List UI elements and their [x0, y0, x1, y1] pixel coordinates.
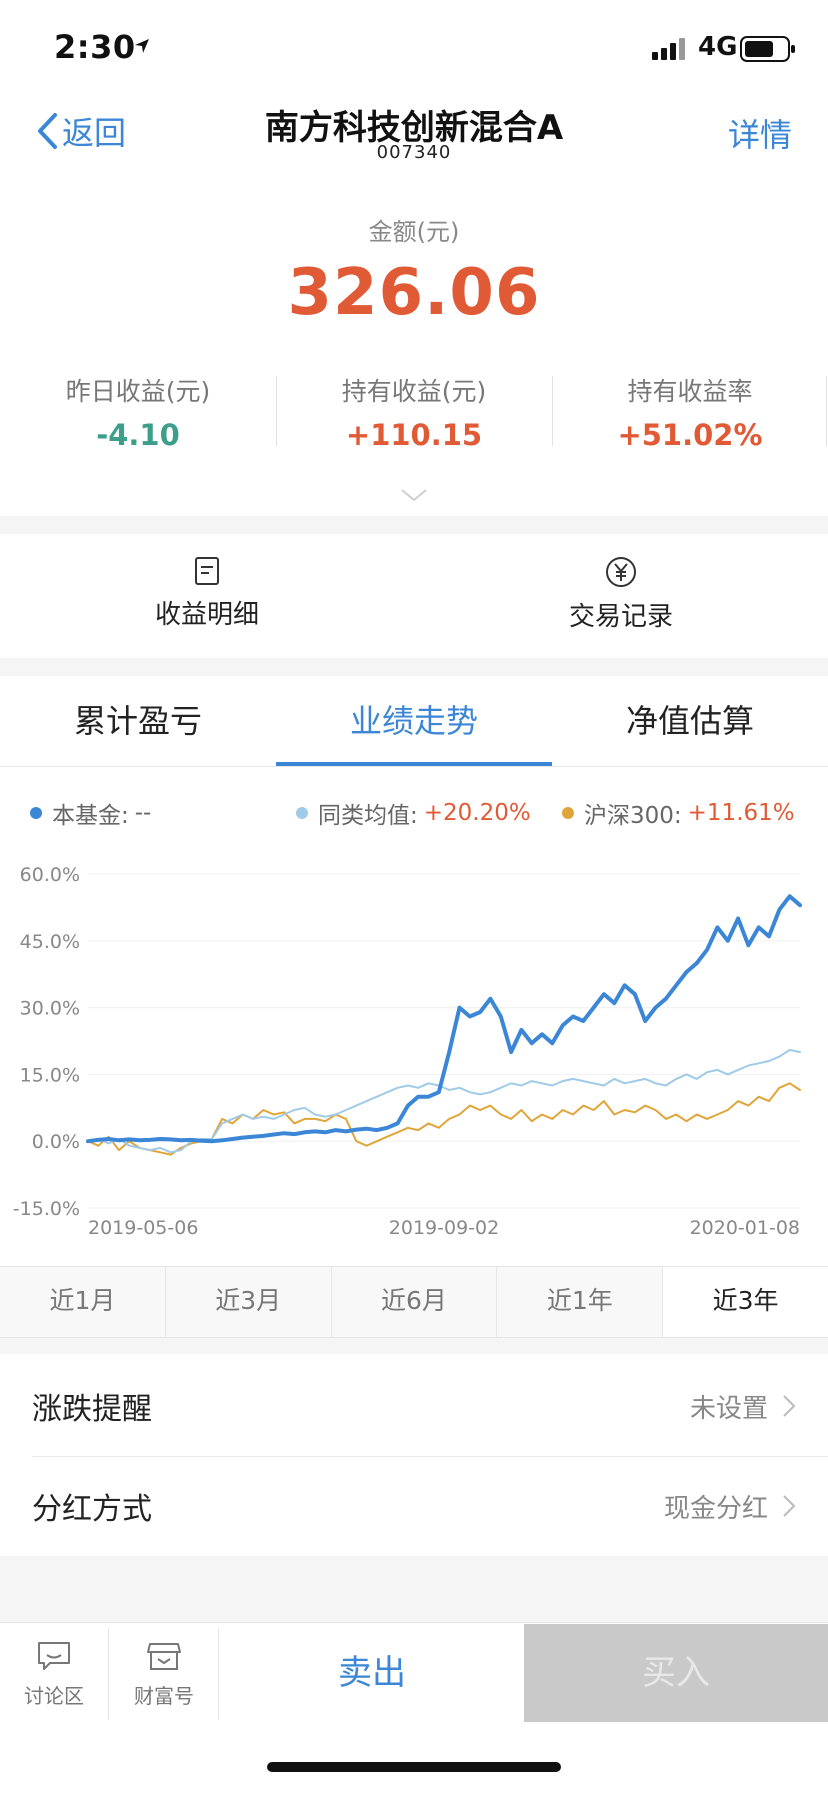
wealth-account-button[interactable]: 财富号 [110, 1640, 218, 1709]
range-3-years[interactable]: 近3年 [663, 1267, 828, 1337]
y-tick-label: 15.0% [20, 1064, 80, 1086]
y-tick-label: 60.0% [20, 864, 80, 886]
stat-label: 持有收益(元) [341, 377, 487, 406]
row-divider [32, 1456, 828, 1457]
chevron-down-icon[interactable] [400, 488, 428, 502]
legend-fund: 本基金: -- [30, 796, 151, 830]
battery-icon [740, 36, 795, 62]
row-label: 分红方式 [32, 1492, 152, 1527]
stat-rate: 持有收益率 +51.02% [552, 372, 828, 452]
row-value: 现金分红 [663, 1493, 768, 1524]
detail-button[interactable]: 详情 [727, 116, 792, 154]
bottom-divider [108, 1628, 109, 1720]
legend-value: -- [134, 800, 152, 826]
chevron-right-icon [783, 1395, 796, 1417]
document-icon [195, 557, 219, 585]
home-indicator [267, 1762, 561, 1772]
storefront-icon [147, 1643, 181, 1670]
stat-yesterday: 昨日收益(元) -4.10 [0, 372, 276, 452]
status-bar [0, 0, 828, 96]
back-button[interactable]: 返回 [36, 108, 126, 154]
stat-divider [826, 376, 827, 446]
discussion-button[interactable]: 讨论区 [0, 1640, 108, 1709]
back-label: 返回 [62, 114, 127, 152]
y-tick-label: -15.0% [13, 1198, 80, 1220]
bottom-label: 讨论区 [24, 1684, 84, 1708]
legend-name: 同类均值: [318, 803, 418, 829]
legend-csi300: 沪深300: +11.61% [562, 796, 795, 830]
stat-divider [276, 376, 277, 446]
legend-value: +11.61% [687, 800, 795, 826]
series-line-csi300 [87, 1082, 801, 1156]
page-title: 南方科技创新混合A [264, 108, 564, 148]
y-tick-label: 45.0% [20, 931, 80, 953]
actions-panel [0, 534, 828, 658]
x-tick-label: 2019-05-06 [88, 1217, 198, 1239]
range-3-months[interactable]: 近3月 [166, 1267, 332, 1337]
income-detail-button[interactable]: 收益明细 [0, 556, 414, 631]
status-time: 2:30 [54, 28, 136, 66]
network-type: 4G [698, 32, 738, 62]
stat-label: 持有收益率 [627, 377, 753, 406]
performance-section [0, 676, 828, 1336]
legend-value: +20.20% [423, 800, 531, 826]
bottom-label: 财富号 [134, 1684, 194, 1708]
buy-button[interactable]: 买入 [524, 1624, 828, 1722]
stat-value: +110.15 [345, 418, 483, 452]
amount-label: 金额(元) [368, 218, 460, 246]
action-label: 交易记录 [568, 602, 673, 632]
tab-nav-estimate[interactable]: 净值估算 [625, 702, 754, 740]
stat-divider [552, 376, 553, 446]
signal-icon [652, 38, 685, 60]
range-6-months[interactable]: 近6月 [332, 1267, 498, 1337]
transaction-record-button[interactable]: 交易记录 [414, 556, 828, 633]
range-1-year[interactable]: 近1年 [497, 1267, 664, 1337]
chevron-right-icon [783, 1495, 796, 1517]
legend-name: 沪深300: [584, 803, 682, 829]
stat-label: 昨日收益(元) [65, 377, 211, 406]
range-1-month[interactable]: 近1月 [0, 1267, 166, 1337]
chevron-left-icon [38, 113, 57, 149]
x-tick-label: 2019-09-02 [389, 1217, 499, 1239]
location-arrow-icon [135, 39, 149, 53]
stat-value: -4.10 [96, 418, 180, 452]
stat-value: +51.02% [617, 418, 763, 452]
y-tick-label: 30.0% [20, 998, 80, 1020]
amount-value: 326.06 [287, 256, 541, 330]
dividend-method-row[interactable]: 分红方式 现金分红 [0, 1456, 828, 1556]
legend-name: 本基金: [52, 803, 129, 829]
x-tick-label: 2020-01-08 [690, 1217, 800, 1239]
sell-button[interactable]: 卖出 [338, 1653, 406, 1693]
performance-chart[interactable]: 60.0% 45.0% 30.0% 15.0% 0.0% -15.0% 2019-05-06… [0, 850, 828, 1240]
tab-performance-trend[interactable]: 业绩走势 [349, 702, 478, 740]
summary-panel [0, 180, 828, 516]
series-line-fund [86, 894, 802, 1144]
row-value: 未设置 [689, 1393, 768, 1424]
legend-dot [562, 807, 574, 819]
action-label: 收益明细 [154, 600, 259, 630]
yen-circle-icon [606, 557, 636, 587]
bottom-divider [218, 1628, 219, 1720]
y-tick-label: 0.0% [32, 1131, 80, 1153]
active-tab-indicator [276, 762, 552, 766]
legend-peer-average: 同类均值: +20.20% [296, 796, 531, 830]
chat-bubble-icon [38, 1642, 70, 1670]
fund-code: 007340 [376, 142, 452, 163]
tab-cumulative-pnl[interactable]: 累计盈亏 [73, 702, 202, 740]
price-alert-row[interactable]: 涨跌提醒 未设置 [0, 1356, 828, 1456]
legend-dot [296, 807, 308, 819]
legend-dot [30, 807, 42, 819]
tab-divider [0, 766, 828, 767]
settings-panel [0, 1354, 828, 1556]
row-label: 涨跌提醒 [32, 1392, 152, 1427]
nav-bar [0, 96, 828, 180]
stat-holding: 持有收益(元) +110.15 [276, 372, 552, 452]
time-range-selector: 近1月 近3月 近6月 近1年 近3年 [0, 1266, 828, 1338]
